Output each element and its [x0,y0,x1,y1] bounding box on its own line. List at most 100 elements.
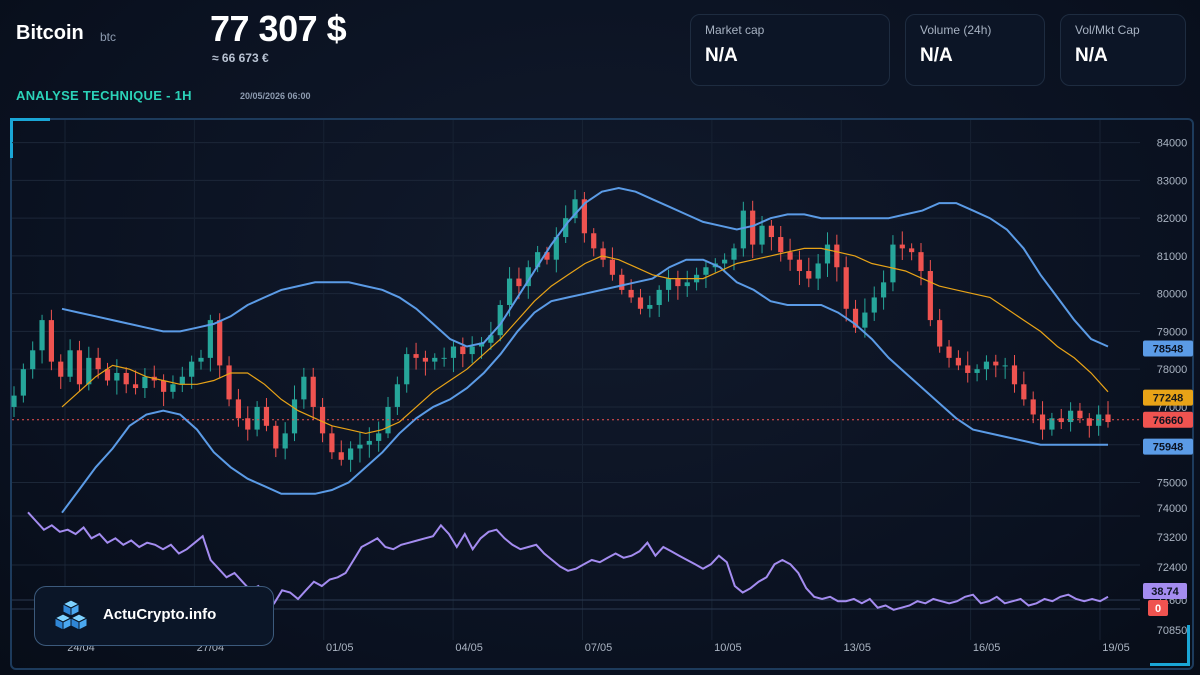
rsi-tick-label: 73200 [1157,532,1188,544]
candle-body [852,308,859,328]
candle-body [450,346,457,358]
candle-body [722,259,728,264]
candle-body [338,452,344,460]
x-tick-label: 13/05 [843,642,871,654]
candle-body [291,399,298,434]
stat-card-volume: Volume (24h) N/A [905,14,1045,86]
candle-body [11,395,17,407]
price-marker [1143,389,1193,406]
candle-body [123,372,129,385]
candle-body [750,210,756,245]
rsi-value-label: 38.74 [1151,586,1179,598]
candle-body [656,289,662,305]
rsi-tick-label: 74000 [1157,503,1188,515]
candle-body [263,406,270,426]
candle-body [413,354,419,358]
stat-value: N/A [920,45,953,66]
candle-body [778,237,784,253]
candle-body [675,278,681,287]
stat-value: N/A [1075,45,1108,66]
candle-body [815,263,821,279]
candle-body [993,361,999,366]
candle-body [937,320,943,347]
sma-line [61,247,1109,435]
candle-body [217,320,223,366]
price-tick-label: 81000 [1157,251,1188,263]
rsi-zero-marker [1148,600,1168,616]
candle-body [460,346,466,355]
candle-body [806,271,812,279]
candle-body [899,244,905,249]
candle-body [357,444,363,449]
candle-body [591,233,597,249]
candle-body [189,361,195,377]
stat-card-vol-mkt-cap: Vol/Mkt Cap N/A [1060,14,1186,86]
candle-body [890,244,896,283]
brand-logo-text: ActuCrypto.info [103,606,217,623]
candle-body [282,433,288,449]
stat-card-market-cap: Market cap N/A [690,14,890,86]
candle-body [1011,365,1018,385]
x-tick-label: 01/05 [326,642,354,654]
candle-body [394,384,400,407]
candle-body [1030,399,1036,415]
candle-body [684,282,690,287]
brand-logo-box[interactable]: ActuCrypto.info [34,586,274,646]
rsi-zero-label: 0 [1155,603,1161,615]
candle-body [478,342,485,347]
candle-body [600,248,606,260]
rsi-value-marker [1143,583,1187,599]
candle-body [525,267,531,287]
candle-body [76,350,83,385]
candle-body [731,248,737,260]
candle-body [376,433,382,441]
candle-body [871,297,877,313]
candle-body [974,369,980,373]
candle-body [965,365,971,373]
candle-body [1067,410,1074,423]
x-tick-label: 19/05 [1102,642,1130,654]
price-marker-label: 77248 [1153,393,1184,405]
candle-body [535,252,541,268]
x-tick-label: 07/05 [585,642,613,654]
candle-body [572,199,578,219]
analysis-date: 20/05/2026 06:00 [240,91,311,101]
price-marker [1143,411,1193,428]
candle-body [703,267,709,275]
candle-body [918,252,924,272]
candle-body [198,357,204,362]
coin-ticker: btc [100,30,117,44]
candle-body [647,305,653,309]
candle-body [114,372,120,381]
candle-body [946,346,952,358]
price-tick-label: 82000 [1157,213,1188,225]
stat-label: Market cap [705,23,765,37]
x-tick-label: 10/05 [714,642,742,654]
price-tick-label: 75000 [1157,477,1188,489]
price-marker [1143,438,1193,455]
candle-body [628,289,634,298]
candle-body [39,320,45,351]
candle-body [20,369,26,396]
candle-body [170,384,176,392]
candle-body [516,278,522,287]
candle-body [235,399,242,419]
candle-body [142,376,148,389]
bollinger-lower-line [61,258,1108,514]
price-tick-label: 79000 [1157,326,1188,338]
candle-body [441,357,447,359]
bollinger-upper-line [61,186,1109,348]
price-tick-label: 80000 [1157,289,1188,301]
candle-body [30,350,36,370]
candle-body [909,248,915,253]
price-eur: ≈ 66 673 € [212,51,269,65]
candle-body [95,357,101,370]
price-usd: 77 307 $ [210,8,347,49]
candle-body [86,357,92,385]
candle-body [132,384,139,389]
candle-body [544,252,550,260]
candle-body [161,380,167,392]
candle-body [1049,418,1055,430]
candle-body [619,274,625,290]
